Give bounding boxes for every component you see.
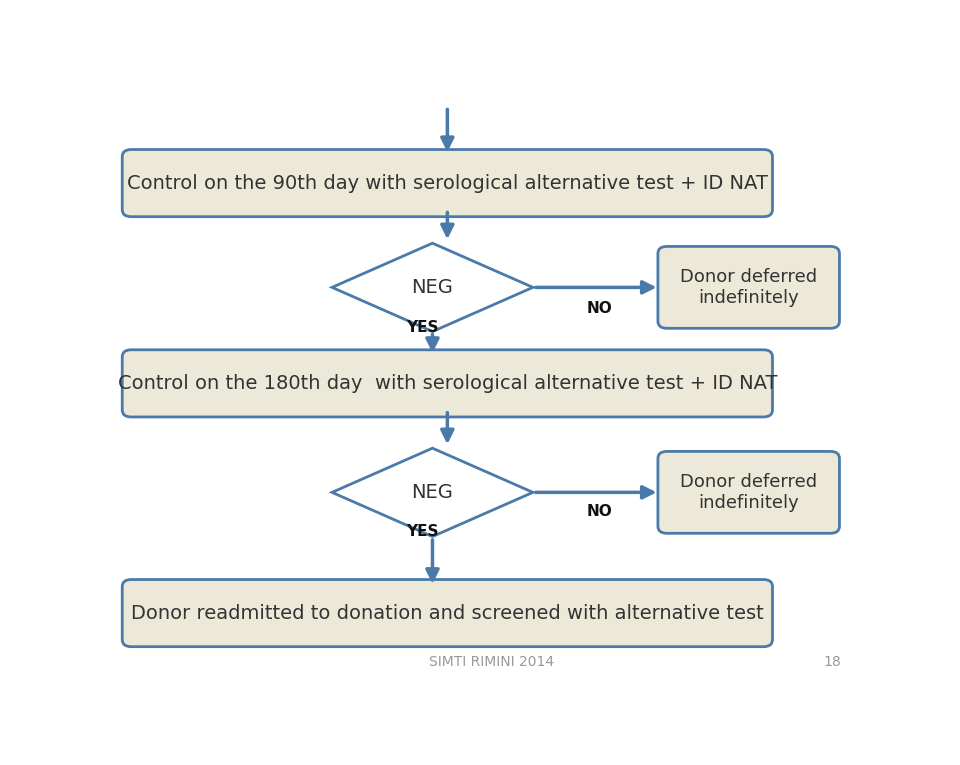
Text: Donor deferred
indefinitely: Donor deferred indefinitely [680,268,817,307]
Text: 18: 18 [824,655,842,669]
FancyBboxPatch shape [122,580,773,646]
Text: Donor readmitted to donation and screened with alternative test: Donor readmitted to donation and screene… [131,604,764,623]
Text: NO: NO [587,504,612,519]
Polygon shape [332,448,533,536]
FancyBboxPatch shape [122,350,773,417]
FancyBboxPatch shape [658,246,839,328]
Text: Control on the 90th day with serological alternative test + ID NAT: Control on the 90th day with serological… [127,174,768,193]
Text: NO: NO [587,301,612,316]
Text: YES: YES [406,524,439,539]
Text: YES: YES [406,320,439,335]
Text: NEG: NEG [412,483,453,502]
Text: SIMTI RIMINI 2014: SIMTI RIMINI 2014 [429,655,555,669]
FancyBboxPatch shape [658,451,839,533]
Polygon shape [332,243,533,331]
Text: Donor deferred
indefinitely: Donor deferred indefinitely [680,473,817,512]
Text: NEG: NEG [412,278,453,297]
Text: Control on the 180th day  with serological alternative test + ID NAT: Control on the 180th day with serologica… [118,374,777,393]
FancyBboxPatch shape [122,149,773,216]
